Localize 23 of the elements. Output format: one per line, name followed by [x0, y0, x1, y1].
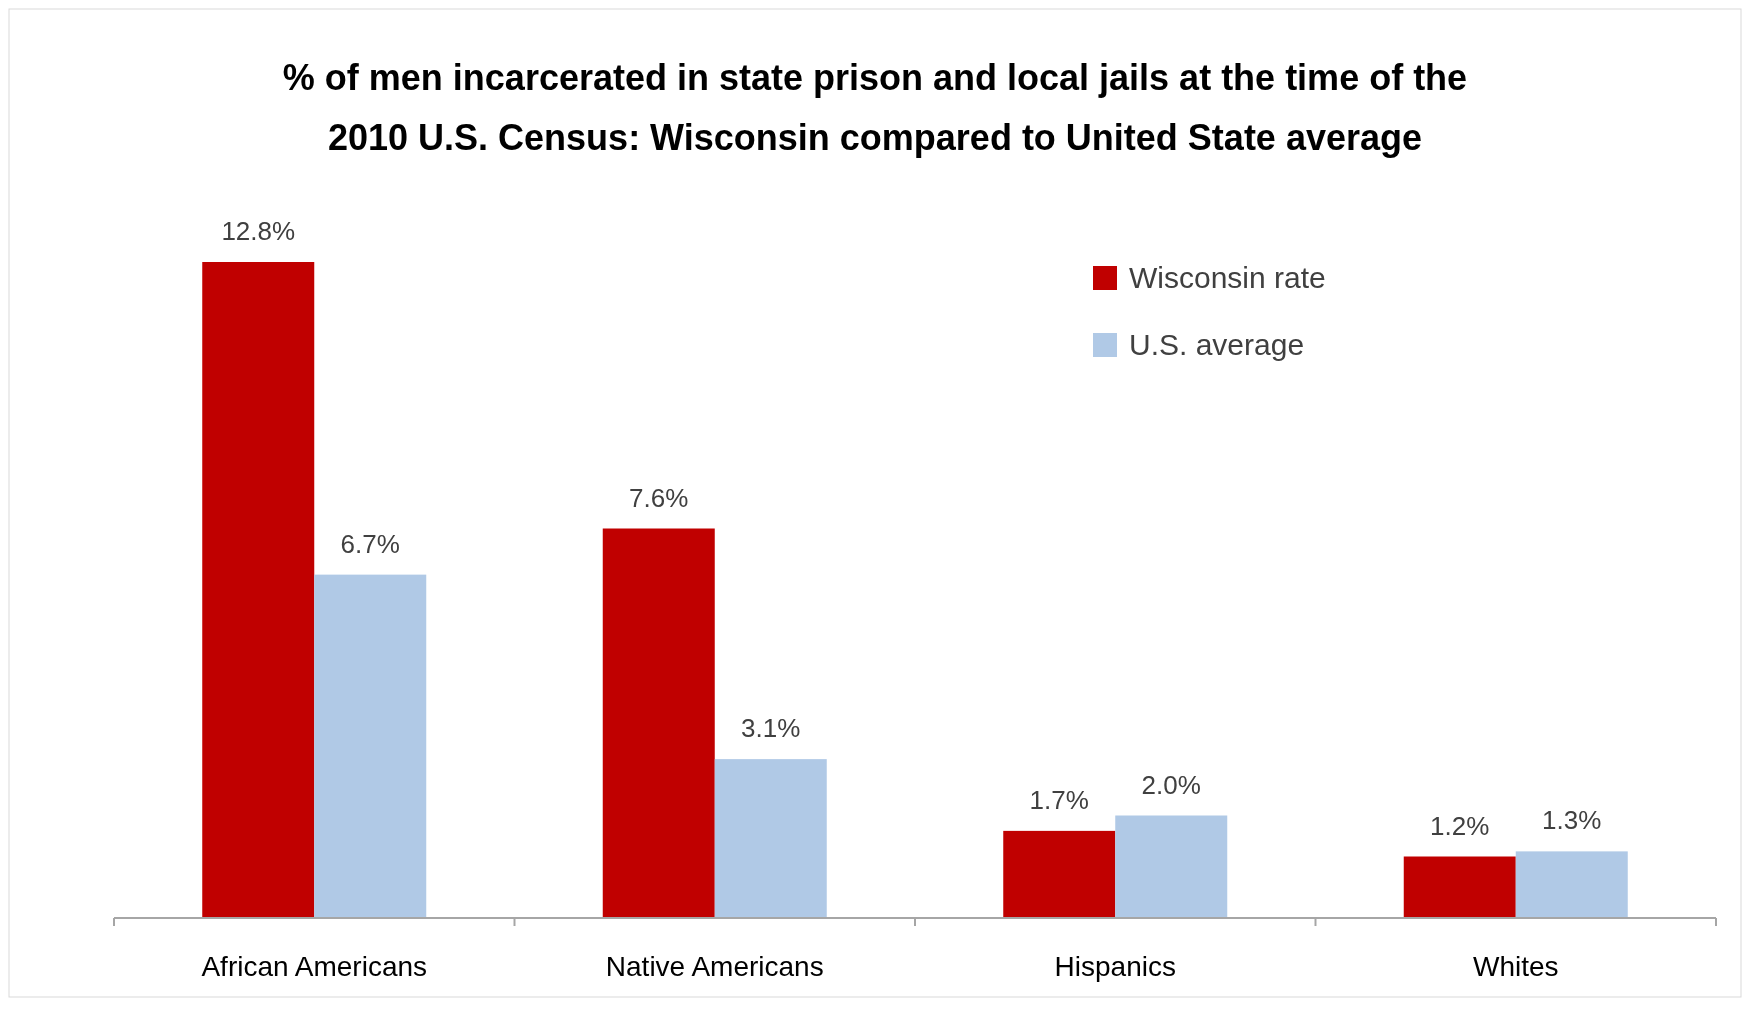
chart-title: % of men incarcerated in state prison and local jails at the time of the 2010 U.S. Census: Wisconsin compared to United State average [282, 57, 1468, 158]
bar [602, 528, 715, 918]
x-tick-label: Native Americans [605, 951, 824, 982]
legend-label: U.S. average [1129, 328, 1305, 361]
data-label: 1.7% [1029, 784, 1089, 815]
x-tick-label: African Americans [201, 951, 428, 982]
bar [202, 262, 315, 918]
data-label: 1.3% [1542, 805, 1602, 836]
data-label: 7.6% [629, 482, 689, 513]
bar [714, 759, 827, 918]
data-label: 2.0% [1141, 769, 1201, 800]
legend-label: Wisconsin rate [1129, 261, 1326, 294]
x-tick-label: Hispanics [1054, 951, 1176, 982]
bar [1115, 815, 1228, 918]
bar [1515, 851, 1628, 918]
data-label: 12.8% [221, 216, 296, 246]
x-tick-label: Whites [1472, 951, 1559, 982]
bar [1003, 830, 1116, 918]
data-label: 6.7% [340, 528, 400, 559]
bar [1403, 856, 1516, 918]
data-label: 3.1% [741, 713, 801, 744]
data-label: 1.2% [1430, 810, 1490, 841]
bar [314, 574, 427, 918]
